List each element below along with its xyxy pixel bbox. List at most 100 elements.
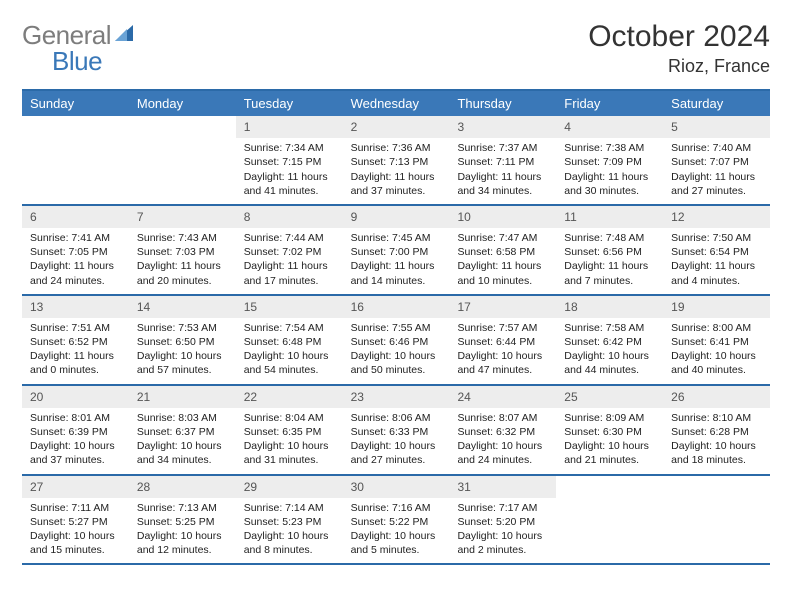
day-cell: 1Sunrise: 7:34 AMSunset: 7:15 PMDaylight… — [236, 116, 343, 204]
day-number: 8 — [236, 206, 343, 228]
day-sr: Sunrise: 8:07 AM — [457, 411, 548, 425]
day-body: Sunrise: 7:38 AMSunset: 7:09 PMDaylight:… — [556, 138, 663, 204]
day-number: 6 — [22, 206, 129, 228]
dow-5: Friday — [556, 91, 663, 116]
day-sr: Sunrise: 7:50 AM — [671, 231, 762, 245]
day-sr: Sunrise: 7:45 AM — [351, 231, 442, 245]
week-2: 13Sunrise: 7:51 AMSunset: 6:52 PMDayligh… — [22, 296, 770, 386]
day-ss: Sunset: 6:42 PM — [564, 335, 655, 349]
day-number: 11 — [556, 206, 663, 228]
day-number: 14 — [129, 296, 236, 318]
day-ss: Sunset: 6:46 PM — [351, 335, 442, 349]
day-dl: Daylight: 11 hours and 34 minutes. — [457, 170, 548, 198]
day-sr: Sunrise: 7:43 AM — [137, 231, 228, 245]
day-number: 10 — [449, 206, 556, 228]
day-body: Sunrise: 7:55 AMSunset: 6:46 PMDaylight:… — [343, 318, 450, 384]
title-block: October 2024 Rioz, France — [588, 20, 770, 77]
day-sr: Sunrise: 7:54 AM — [244, 321, 335, 335]
day-dl: Daylight: 10 hours and 5 minutes. — [351, 529, 442, 557]
day-ss: Sunset: 6:56 PM — [564, 245, 655, 259]
dow-6: Saturday — [663, 91, 770, 116]
day-dl: Daylight: 11 hours and 41 minutes. — [244, 170, 335, 198]
day-sr: Sunrise: 7:57 AM — [457, 321, 548, 335]
day-body: Sunrise: 7:34 AMSunset: 7:15 PMDaylight:… — [236, 138, 343, 204]
day-cell: 11Sunrise: 7:48 AMSunset: 6:56 PMDayligh… — [556, 206, 663, 294]
day-cell: 25Sunrise: 8:09 AMSunset: 6:30 PMDayligh… — [556, 386, 663, 474]
day-number: 13 — [22, 296, 129, 318]
day-dl: Daylight: 10 hours and 31 minutes. — [244, 439, 335, 467]
day-cell: 21Sunrise: 8:03 AMSunset: 6:37 PMDayligh… — [129, 386, 236, 474]
day-sr: Sunrise: 7:40 AM — [671, 141, 762, 155]
day-number: 24 — [449, 386, 556, 408]
day-number: 2 — [343, 116, 450, 138]
day-dl: Daylight: 11 hours and 27 minutes. — [671, 170, 762, 198]
day-dl: Daylight: 10 hours and 8 minutes. — [244, 529, 335, 557]
day-ss: Sunset: 6:33 PM — [351, 425, 442, 439]
day-cell: 31Sunrise: 7:17 AMSunset: 5:20 PMDayligh… — [449, 476, 556, 564]
logo-sail-icon — [113, 23, 135, 48]
day-dl: Daylight: 10 hours and 37 minutes. — [30, 439, 121, 467]
day-body: Sunrise: 7:51 AMSunset: 6:52 PMDaylight:… — [22, 318, 129, 384]
day-dl: Daylight: 11 hours and 4 minutes. — [671, 259, 762, 287]
day-sr: Sunrise: 7:11 AM — [30, 501, 121, 515]
day-number: 3 — [449, 116, 556, 138]
day-ss: Sunset: 6:37 PM — [137, 425, 228, 439]
day-cell: 10Sunrise: 7:47 AMSunset: 6:58 PMDayligh… — [449, 206, 556, 294]
day-dl: Daylight: 11 hours and 30 minutes. — [564, 170, 655, 198]
day-dl: Daylight: 11 hours and 10 minutes. — [457, 259, 548, 287]
day-ss: Sunset: 5:22 PM — [351, 515, 442, 529]
day-body: Sunrise: 7:48 AMSunset: 6:56 PMDaylight:… — [556, 228, 663, 294]
day-dl: Daylight: 10 hours and 34 minutes. — [137, 439, 228, 467]
day-body: Sunrise: 7:58 AMSunset: 6:42 PMDaylight:… — [556, 318, 663, 384]
day-cell: 18Sunrise: 7:58 AMSunset: 6:42 PMDayligh… — [556, 296, 663, 384]
day-body: Sunrise: 8:09 AMSunset: 6:30 PMDaylight:… — [556, 408, 663, 474]
day-number: 25 — [556, 386, 663, 408]
day-sr: Sunrise: 8:10 AM — [671, 411, 762, 425]
logo-line2: Blue — [22, 46, 102, 77]
day-cell: 23Sunrise: 8:06 AMSunset: 6:33 PMDayligh… — [343, 386, 450, 474]
day-number: 17 — [449, 296, 556, 318]
day-body: Sunrise: 7:14 AMSunset: 5:23 PMDaylight:… — [236, 498, 343, 564]
day-dl: Daylight: 10 hours and 2 minutes. — [457, 529, 548, 557]
day-cell: 3Sunrise: 7:37 AMSunset: 7:11 PMDaylight… — [449, 116, 556, 204]
location: Rioz, France — [588, 56, 770, 77]
day-cell: 16Sunrise: 7:55 AMSunset: 6:46 PMDayligh… — [343, 296, 450, 384]
day-ss: Sunset: 6:30 PM — [564, 425, 655, 439]
day-number: 29 — [236, 476, 343, 498]
day-cell: 30Sunrise: 7:16 AMSunset: 5:22 PMDayligh… — [343, 476, 450, 564]
day-sr: Sunrise: 8:06 AM — [351, 411, 442, 425]
day-sr: Sunrise: 7:34 AM — [244, 141, 335, 155]
day-dl: Daylight: 10 hours and 21 minutes. — [564, 439, 655, 467]
day-sr: Sunrise: 7:55 AM — [351, 321, 442, 335]
day-dl: Daylight: 11 hours and 7 minutes. — [564, 259, 655, 287]
calendar: SundayMondayTuesdayWednesdayThursdayFrid… — [22, 89, 770, 565]
day-body: Sunrise: 8:00 AMSunset: 6:41 PMDaylight:… — [663, 318, 770, 384]
day-dl: Daylight: 10 hours and 50 minutes. — [351, 349, 442, 377]
day-ss: Sunset: 7:03 PM — [137, 245, 228, 259]
day-sr: Sunrise: 7:51 AM — [30, 321, 121, 335]
day-cell: 22Sunrise: 8:04 AMSunset: 6:35 PMDayligh… — [236, 386, 343, 474]
day-dl: Daylight: 10 hours and 15 minutes. — [30, 529, 121, 557]
day-dl: Daylight: 10 hours and 18 minutes. — [671, 439, 762, 467]
day-body: Sunrise: 7:50 AMSunset: 6:54 PMDaylight:… — [663, 228, 770, 294]
day-dl: Daylight: 11 hours and 0 minutes. — [30, 349, 121, 377]
day-dl: Daylight: 10 hours and 44 minutes. — [564, 349, 655, 377]
dow-3: Wednesday — [343, 91, 450, 116]
day-cell: 12Sunrise: 7:50 AMSunset: 6:54 PMDayligh… — [663, 206, 770, 294]
week-1: 6Sunrise: 7:41 AMSunset: 7:05 PMDaylight… — [22, 206, 770, 296]
day-sr: Sunrise: 7:37 AM — [457, 141, 548, 155]
day-number: 21 — [129, 386, 236, 408]
dow-2: Tuesday — [236, 91, 343, 116]
day-body: Sunrise: 7:11 AMSunset: 5:27 PMDaylight:… — [22, 498, 129, 564]
day-cell: . — [663, 476, 770, 564]
day-cell: 8Sunrise: 7:44 AMSunset: 7:02 PMDaylight… — [236, 206, 343, 294]
day-sr: Sunrise: 8:01 AM — [30, 411, 121, 425]
day-number: 26 — [663, 386, 770, 408]
day-sr: Sunrise: 8:04 AM — [244, 411, 335, 425]
day-body: Sunrise: 8:03 AMSunset: 6:37 PMDaylight:… — [129, 408, 236, 474]
day-sr: Sunrise: 7:47 AM — [457, 231, 548, 245]
day-sr: Sunrise: 7:41 AM — [30, 231, 121, 245]
day-body: Sunrise: 7:44 AMSunset: 7:02 PMDaylight:… — [236, 228, 343, 294]
day-body: Sunrise: 8:04 AMSunset: 6:35 PMDaylight:… — [236, 408, 343, 474]
day-sr: Sunrise: 7:53 AM — [137, 321, 228, 335]
